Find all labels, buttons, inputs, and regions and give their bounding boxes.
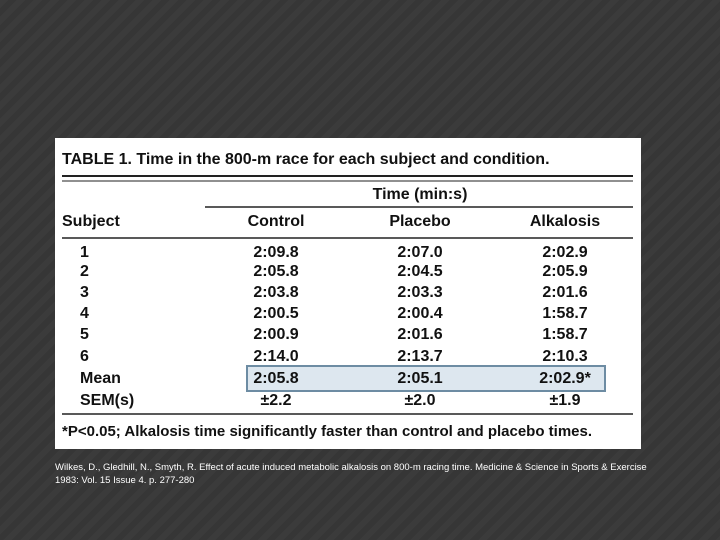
table-cell: 1:58.7 <box>542 305 587 322</box>
table-cell: 2:02.9 <box>542 244 587 261</box>
column-header: Subject <box>62 213 120 230</box>
table-cell: 2:05.8 <box>253 263 298 280</box>
column-header: Control <box>248 213 305 230</box>
table-cell: 6 <box>80 348 89 365</box>
table-cell: 5 <box>80 326 89 343</box>
table-cell: 2:05.1 <box>397 370 442 387</box>
table-cell: 1:58.7 <box>542 326 587 343</box>
table-cell: SEM(s) <box>80 392 134 409</box>
table-title: TABLE 1. Time in the 800-m race for each… <box>62 151 550 168</box>
table-cell: 4 <box>80 305 89 322</box>
table-cell: 2:03.3 <box>397 284 442 301</box>
table-cell: Mean <box>80 370 121 387</box>
table-cell: 2:01.6 <box>397 326 442 343</box>
table-cell: 2:00.9 <box>253 326 298 343</box>
group-header: Time (min:s) <box>373 186 468 203</box>
table-background <box>55 138 641 449</box>
table-cell: 2:14.0 <box>253 348 298 365</box>
column-header: Placebo <box>389 213 451 230</box>
mean-highlight <box>246 365 606 392</box>
table-cell: 2 <box>80 263 89 280</box>
table-cell: 2:10.3 <box>542 348 587 365</box>
caption: Wilkes, D., Gledhill, N., Smyth, R. Effe… <box>55 462 647 486</box>
table-cell: ±1.9 <box>549 392 580 409</box>
table-cell: ±2.0 <box>404 392 435 409</box>
table-cell: 2:05.8 <box>253 370 298 387</box>
table-cell: 2:07.0 <box>397 244 442 261</box>
table-cell: 1 <box>80 244 89 261</box>
table-cell: 2:00.5 <box>253 305 298 322</box>
column-header: Alkalosis <box>530 213 600 230</box>
table-cell: 2:00.4 <box>397 305 442 322</box>
table-cell: ±2.2 <box>260 392 291 409</box>
table-cell: 2:01.6 <box>542 284 587 301</box>
table-cell: 2:05.9 <box>542 263 587 280</box>
table-cell: 2:03.8 <box>253 284 298 301</box>
table-cell: 2:04.5 <box>397 263 442 280</box>
table-cell: 3 <box>80 284 89 301</box>
footnote: *P<0.05; Alkalosis time significantly fa… <box>62 423 592 440</box>
table-cell: 2:09.8 <box>253 244 298 261</box>
table-cell: 2:13.7 <box>397 348 442 365</box>
table-cell: 2:02.9* <box>539 370 591 387</box>
